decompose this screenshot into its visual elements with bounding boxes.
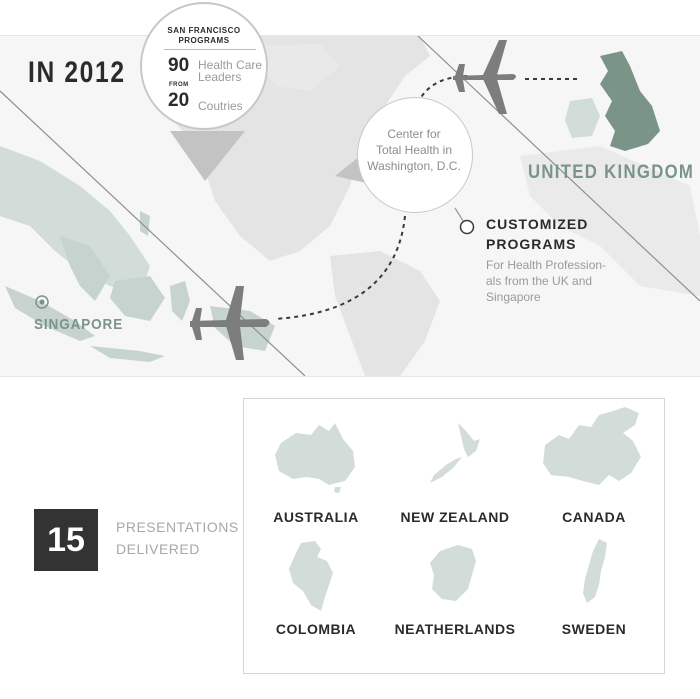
programs-subtitle: For Health Profession- als from the UK a… <box>486 258 607 304</box>
leaders-label: Health Care Leaders <box>198 58 263 84</box>
papua-island <box>210 306 275 351</box>
uk-label: UNITED KINGDOM <box>528 162 695 183</box>
country-name-new-zealand: NEW ZEALAND <box>400 509 510 525</box>
stats-divider <box>164 49 256 50</box>
stats-heading: SAN FRANCISCO PROGRAMS <box>167 26 241 45</box>
diagonal-line-left <box>0 90 306 376</box>
country-name-canada: CANADA <box>562 509 626 525</box>
singapore-label: SINGAPORE <box>34 316 124 333</box>
colombia-map-icon <box>289 541 333 611</box>
netherlands-map-icon <box>430 545 476 601</box>
country-new-zealand: NEW ZEALAND <box>385 421 525 531</box>
new-zealand-map-icon <box>430 423 480 483</box>
country-canada: CANADA <box>524 405 664 531</box>
from-label: FROM <box>169 82 189 88</box>
great-britain-island <box>600 51 660 151</box>
java-island <box>90 346 165 362</box>
airplane-icon-uk <box>453 40 516 114</box>
country-name-colombia: COLOMBIA <box>275 621 357 637</box>
south-america-landmass <box>330 251 440 376</box>
programs-title-line2: PROGRAMS <box>486 236 577 252</box>
indochina-landmass <box>60 236 110 301</box>
country-netherlands: NEATHERLANDS <box>385 539 525 649</box>
programs-title-line1: CUSTOMIZED <box>486 216 589 232</box>
country-name-sweden: SWEDEN <box>561 621 627 637</box>
country-australia: AUSTRALIA <box>246 421 386 531</box>
countries-label: Coutries <box>198 99 243 113</box>
greenland-landmass <box>250 44 340 91</box>
countries-count: 20 <box>168 90 190 111</box>
sulawesi-island <box>170 281 190 321</box>
world-map-panel <box>0 35 700 377</box>
sumatra-island <box>5 286 95 341</box>
philippines-island <box>140 211 150 236</box>
programs-marker <box>459 219 475 235</box>
stats-pointer <box>170 131 245 181</box>
leaders-count: 90 <box>168 55 190 76</box>
flight-path-dc-uk <box>414 75 471 112</box>
singapore-marker-outer <box>35 295 49 309</box>
diagonal-line-right <box>417 36 700 302</box>
center-text: Center for Total Health in Washington, D… <box>367 127 461 173</box>
center-circle: Center for Total Health in Washington, D… <box>357 97 473 213</box>
airplane-icon-singapore <box>190 286 270 360</box>
country-name-australia: AUSTRALIA <box>273 509 359 525</box>
programs-title: CUSTOMIZED PROGRAMS <box>486 214 588 254</box>
year-title: IN 2012 <box>28 56 126 89</box>
countries-panel: AUSTRALIA NEW ZEALAND CANADA COLOMBIA NE… <box>243 398 665 674</box>
country-name-netherlands: NEATHERLANDS <box>394 621 516 637</box>
country-sweden: SWEDEN <box>524 539 664 649</box>
asia-landmass <box>0 146 150 296</box>
presentations-label: PRESENTATIONS DELIVERED <box>116 519 239 557</box>
singapore-marker-inner <box>39 299 45 305</box>
sweden-map-icon <box>583 539 607 603</box>
flight-path-dc-sg <box>274 215 406 320</box>
country-colombia: COLOMBIA <box>246 539 386 649</box>
borneo-island <box>110 276 165 321</box>
stats-circle: SAN FRANCISCO PROGRAMS 90 Health Care Le… <box>140 2 268 130</box>
australia-map-icon <box>275 423 355 493</box>
presentations-count: 15 <box>34 509 98 571</box>
canada-map-icon <box>543 407 641 485</box>
ireland-island <box>565 98 600 138</box>
